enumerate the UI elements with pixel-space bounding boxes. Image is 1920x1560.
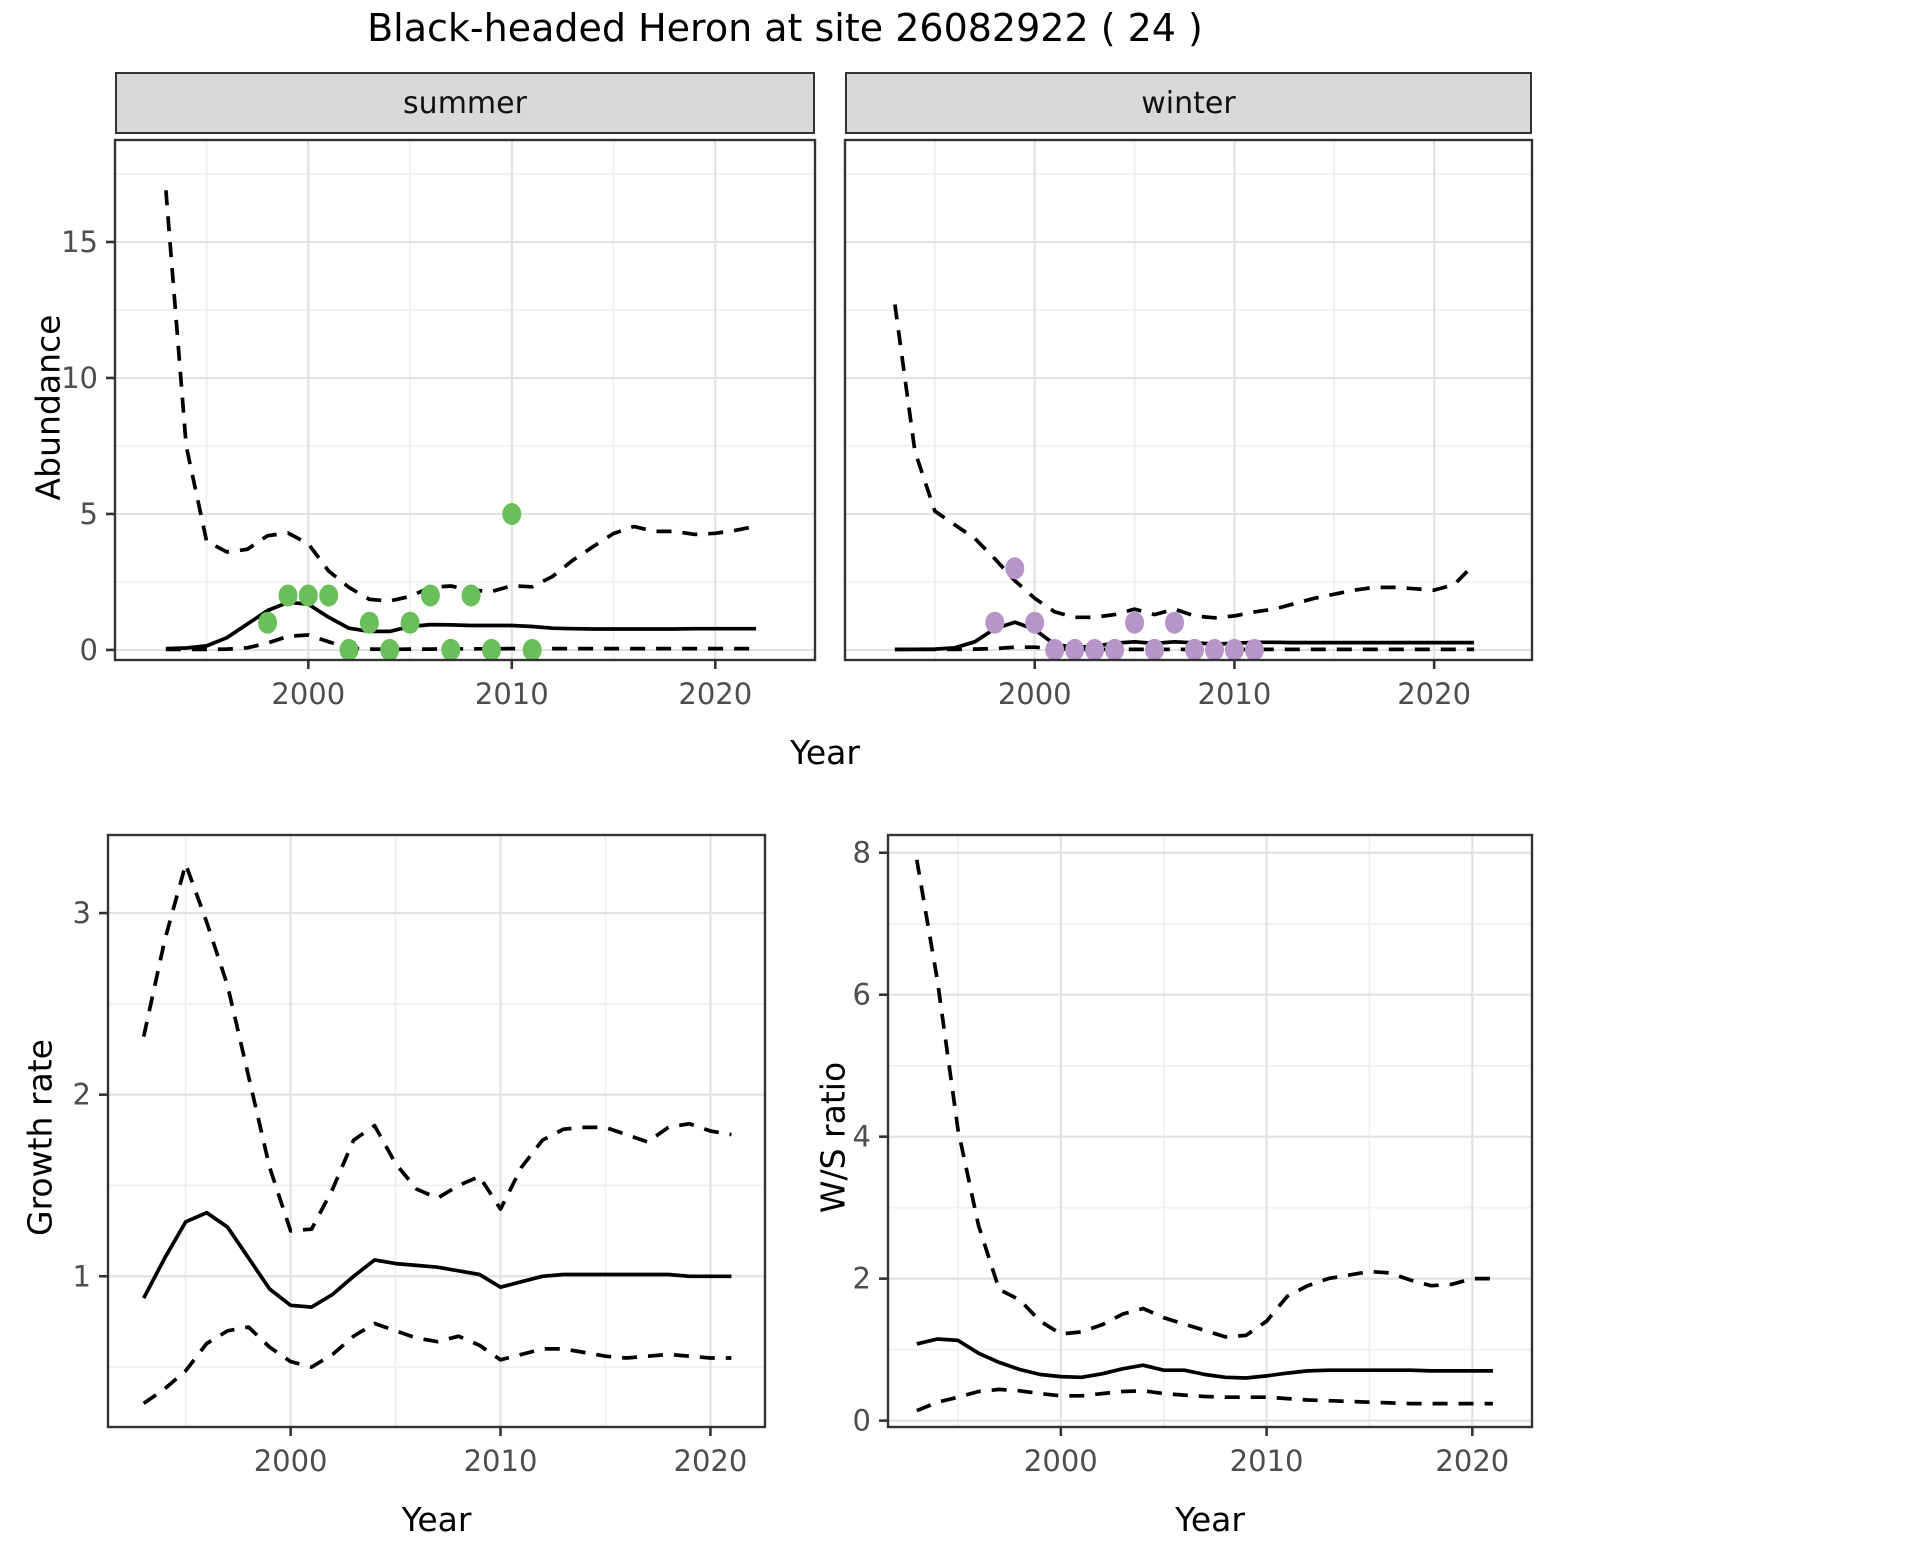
svg-text:6: 6: [853, 978, 871, 1012]
svg-text:0: 0: [80, 633, 98, 667]
svg-text:15: 15: [61, 225, 98, 259]
facet-strip-winter-label: winter: [1141, 85, 1236, 121]
svg-text:3: 3: [73, 896, 91, 930]
svg-text:2020: 2020: [674, 1444, 748, 1478]
svg-text:4: 4: [853, 1120, 871, 1154]
svg-text:2010: 2010: [464, 1444, 538, 1478]
svg-text:2020: 2020: [1397, 677, 1471, 711]
svg-text:2010: 2010: [1230, 1444, 1304, 1478]
svg-text:2000: 2000: [254, 1444, 328, 1478]
svg-text:0: 0: [853, 1404, 871, 1438]
svg-text:2010: 2010: [1198, 677, 1272, 711]
y-axis-label-ws-ratio: W/S ratio: [813, 1061, 853, 1214]
svg-text:2010: 2010: [475, 677, 549, 711]
svg-text:8: 8: [853, 836, 871, 870]
svg-text:1: 1: [73, 1259, 91, 1293]
y-axis-label-growth-rate: Growth rate: [20, 1039, 60, 1236]
facet-strip-summer-label: summer: [403, 85, 527, 121]
x-axis-label-top: Year: [790, 733, 860, 772]
facet-strip-summer: summer: [115, 72, 815, 134]
svg-text:2000: 2000: [998, 677, 1072, 711]
x-axis-label-ws-ratio: Year: [1175, 1500, 1245, 1539]
svg-text:10: 10: [61, 361, 98, 395]
chart-title: Black-headed Heron at site 26082922 ( 24…: [367, 6, 1203, 50]
svg-text:2: 2: [853, 1262, 871, 1296]
y-axis-label-abundance: Abundance: [28, 314, 68, 501]
svg-text:2000: 2000: [1024, 1444, 1098, 1478]
facet-strip-winter: winter: [845, 72, 1532, 134]
svg-text:5: 5: [80, 497, 98, 531]
svg-text:2000: 2000: [271, 677, 345, 711]
svg-text:2: 2: [73, 1078, 91, 1112]
x-axis-label-growth-rate: Year: [401, 1500, 472, 1539]
svg-text:2020: 2020: [678, 677, 752, 711]
svg-text:2020: 2020: [1435, 1444, 1509, 1478]
